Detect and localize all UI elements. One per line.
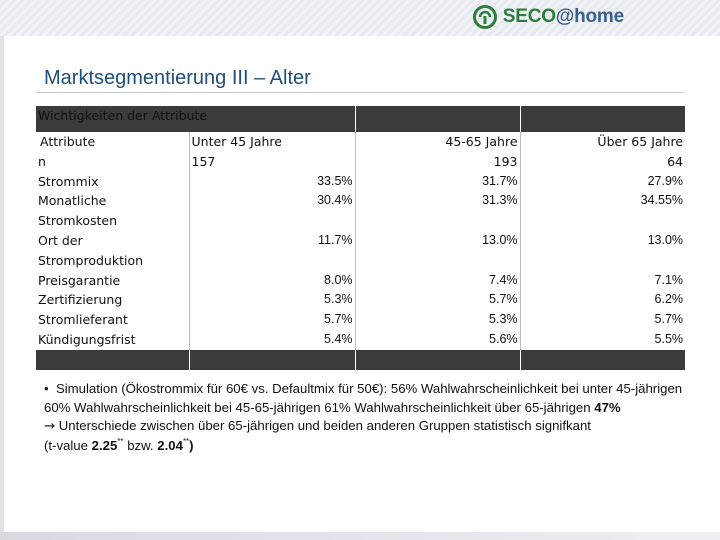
footer-cell — [189, 349, 356, 370]
footer-cell — [355, 349, 521, 370]
cell-45-65: 5.3% — [355, 310, 521, 330]
seco-logo-icon — [472, 5, 497, 29]
table-row: Ort der Stromproduktion 11.7% 13.0% 13.0… — [36, 230, 685, 271]
simulation-notes: • Simulation (Ökostrommix für 60€ vs. De… — [44, 380, 694, 455]
col-header-under-45: Unter 45 Jahre — [189, 132, 356, 152]
table-footer-bar — [36, 349, 686, 370]
note-significance-text: Unterschiede zwischen über 65-jährigen u… — [55, 418, 591, 433]
cell-under-45: 5.3% — [189, 290, 356, 311]
cell-under-45: 11.7% — [189, 230, 356, 271]
n-under-45: 157 — [189, 151, 356, 172]
cell-45-65: 31.3% — [355, 191, 521, 231]
cell-over-65: 27.9% — [647, 173, 684, 188]
row-label: Kündigungsfrist — [36, 329, 190, 350]
footer-cell — [520, 349, 686, 370]
cell-over-65: 13.0% — [647, 232, 684, 247]
logo-suffix: @home — [555, 6, 624, 27]
title-divider — [36, 92, 684, 93]
significance-mark-2: ** — [182, 436, 190, 446]
cell-over-65: 7.1% — [654, 272, 684, 287]
row-label-n: n — [36, 151, 190, 172]
note-simulation-highlight: 47% — [594, 399, 621, 415]
col-header-45-65: 45-65 Jahre — [355, 132, 521, 152]
footer-cell — [36, 349, 190, 370]
left-decoration-strip — [0, 36, 4, 540]
row-label: Preisgarantie — [36, 270, 190, 291]
cell-under-45: 5.7% — [189, 310, 356, 330]
cell-under-45: 30.4% — [189, 191, 356, 231]
note-simulation-text: Simulation (Ökostrommix für 60€ vs. Defa… — [44, 381, 683, 415]
n-45-65: 193 — [355, 151, 521, 172]
header-band — [0, 0, 720, 36]
logo-text: SECO@home — [503, 6, 624, 28]
page-title: Marktsegmentierung III – Alter — [44, 67, 311, 89]
seco-logo: SECO@home — [472, 3, 624, 31]
significance-mark-1: ** — [117, 436, 124, 446]
cell-under-45: 5.4% — [189, 329, 356, 350]
table-row: Stromlieferant 5.7% 5.3% 5.7% — [36, 310, 685, 330]
bullet: • — [44, 381, 49, 396]
cell-under-45: 8.0% — [189, 270, 356, 291]
tvalue-1: 2.25 — [91, 437, 118, 453]
cell-45-65: 13.0% — [355, 230, 521, 271]
column-header-row: Attribute Unter 45 Jahre 45-65 Jahre Übe… — [36, 132, 685, 152]
table-row-n: n 157 193 64 — [36, 151, 685, 172]
section-header-spacer-2 — [520, 106, 686, 132]
arrow-icon: → — [44, 419, 56, 434]
row-label: Ort der Stromproduktion — [36, 230, 190, 271]
footer-decoration — [0, 532, 720, 540]
cell-45-65: 5.7% — [355, 290, 521, 311]
cell-45-65: 7.4% — [355, 270, 521, 291]
row-label: Stromlieferant — [36, 310, 190, 330]
section-title: Wichtigkeiten der Attribute — [36, 106, 356, 132]
note-simulation: • Simulation (Ökostrommix für 60€ vs. De… — [44, 380, 694, 417]
table-section-header: Wichtigkeiten der Attribute — [36, 106, 686, 132]
col-header-over-65: Über 65 Jahre — [597, 134, 684, 149]
tvalue-suffix: ) — [189, 437, 194, 453]
row-label: Monatliche Stromkosten — [36, 191, 190, 231]
section-header-spacer-1 — [355, 106, 521, 132]
table-row: Zertifizierung 5.3% 5.7% 6.2% — [36, 290, 685, 311]
cell-over-65: 5.5% — [654, 331, 684, 346]
table-row: Monatliche Stromkosten 30.4% 31.3% 34.55… — [36, 191, 685, 231]
col-header-attribute: Attribute — [36, 132, 190, 152]
note-tvalues: (t-value 2.25** bzw. 2.04**) — [44, 437, 694, 456]
row-label: Zertifizierung — [36, 290, 190, 311]
attribute-importance-table: Wichtigkeiten der Attribute Attribute Un… — [36, 106, 686, 370]
table-row: Preisgarantie 8.0% 7.4% 7.1% — [36, 270, 685, 291]
cell-over-65: 5.7% — [654, 312, 684, 327]
cell-45-65: 31.7% — [355, 171, 521, 192]
note-significance: → Unterschiede zwischen über 65-jährigen… — [44, 417, 694, 437]
logo-name: SECO — [502, 6, 556, 27]
table-row: Strommix 33.5% 31.7% 27.9% — [36, 171, 685, 192]
tvalue-2: 2.04 — [157, 437, 183, 453]
cell-45-65: 5.6% — [355, 329, 521, 350]
n-over-65: 64 — [667, 153, 684, 169]
cell-under-45: 33.5% — [189, 171, 356, 192]
table-row: Kündigungsfrist 5.4% 5.6% 5.5% — [36, 329, 685, 350]
cell-over-65: 6.2% — [654, 292, 684, 307]
tvalue-prefix: (t-value — [44, 437, 92, 453]
cell-over-65: 34.55% — [640, 193, 684, 208]
row-label: Strommix — [36, 171, 190, 192]
tvalue-separator: bzw. — [123, 437, 158, 453]
